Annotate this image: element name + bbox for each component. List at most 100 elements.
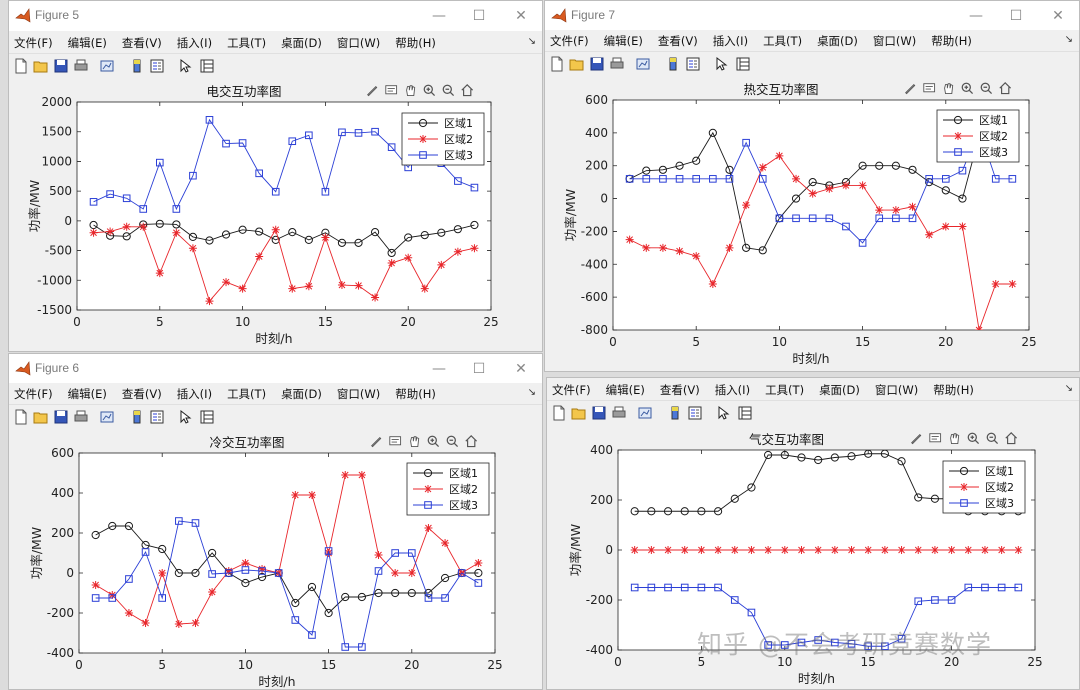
maximize-button[interactable]: ☐ [472, 8, 486, 24]
data-tip-icon[interactable] [389, 436, 402, 446]
link-plot-icon[interactable] [637, 405, 653, 421]
print-icon[interactable] [73, 58, 89, 74]
insert-colorbar-icon[interactable] [665, 56, 681, 72]
window-titlebar[interactable]: Figure 5 — ☐ ✕ [9, 1, 542, 31]
menu-item-2[interactable]: 查看(V) [121, 387, 162, 401]
menu-item-1[interactable]: 编辑(E) [67, 36, 107, 50]
menu-item-6[interactable]: 窗口(W) [336, 36, 381, 50]
data-tip-icon[interactable] [923, 83, 936, 93]
menu-item-5[interactable]: 桌面(D) [281, 387, 322, 401]
toolbar-dock-arrow-icon[interactable]: ↘ [1064, 34, 1073, 45]
save-icon[interactable] [589, 56, 605, 72]
menu-item-5[interactable]: 桌面(D) [817, 34, 858, 48]
zoom-out-icon[interactable] [986, 432, 999, 445]
menu-item-0[interactable]: 文件(F) [552, 383, 591, 397]
menu-item-5[interactable]: 桌面(D) [281, 36, 322, 50]
zoom-in-icon[interactable] [427, 435, 440, 448]
data-tip-icon[interactable] [929, 433, 942, 443]
insert-legend-icon[interactable] [149, 409, 165, 425]
menu-item-4[interactable]: 工具(T) [763, 34, 803, 48]
open-folder-icon[interactable] [571, 405, 587, 421]
menu-item-0[interactable]: 文件(F) [14, 36, 53, 50]
pointer-icon[interactable] [715, 405, 731, 421]
link-plot-icon[interactable] [99, 409, 115, 425]
close-button[interactable]: ✕ [1052, 8, 1064, 24]
legend[interactable]: 区域1 区域2 区域3 [401, 112, 485, 166]
toolbar-dock-arrow-icon[interactable]: ↘ [1064, 383, 1073, 394]
maximize-button[interactable]: ☐ [472, 361, 486, 377]
minimize-button[interactable]: — [432, 8, 446, 24]
brush-icon[interactable] [911, 433, 922, 445]
close-button[interactable]: ✕ [515, 361, 527, 377]
zoom-out-icon[interactable] [446, 435, 459, 448]
brush-icon[interactable] [371, 436, 382, 448]
home-icon[interactable] [465, 434, 478, 448]
home-icon[interactable] [461, 83, 474, 97]
new-file-icon[interactable] [551, 405, 567, 421]
pointer-icon[interactable] [177, 409, 193, 425]
insert-legend-icon[interactable] [149, 58, 165, 74]
menu-item-2[interactable]: 查看(V) [121, 36, 162, 50]
menu-item-2[interactable]: 查看(V) [659, 383, 700, 397]
new-file-icon[interactable] [13, 58, 29, 74]
maximize-button[interactable]: ☐ [1009, 8, 1023, 24]
menu-item-7[interactable]: 帮助(H) [933, 383, 974, 397]
save-icon[interactable] [53, 409, 69, 425]
print-icon[interactable] [73, 409, 89, 425]
pan-icon[interactable] [944, 83, 954, 95]
menu-item-1[interactable]: 编辑(E) [605, 383, 645, 397]
new-file-icon[interactable] [13, 409, 29, 425]
menu-item-4[interactable]: 工具(T) [227, 387, 267, 401]
menu-item-7[interactable]: 帮助(H) [931, 34, 972, 48]
minimize-button[interactable]: — [969, 8, 983, 24]
menu-item-3[interactable]: 插入(I) [714, 383, 751, 397]
menu-item-5[interactable]: 桌面(D) [819, 383, 860, 397]
menu-item-6[interactable]: 窗口(W) [872, 34, 917, 48]
menu-item-2[interactable]: 查看(V) [657, 34, 698, 48]
link-plot-icon[interactable] [635, 56, 651, 72]
property-inspector-icon[interactable] [737, 405, 753, 421]
link-plot-icon[interactable] [99, 58, 115, 74]
pan-icon[interactable] [410, 436, 420, 448]
minimize-button[interactable]: — [432, 361, 446, 377]
property-inspector-icon[interactable] [199, 58, 215, 74]
menu-item-3[interactable]: 插入(I) [176, 36, 213, 50]
zoom-in-icon[interactable] [967, 432, 980, 445]
toolbar-dock-arrow-icon[interactable]: ↘ [527, 387, 536, 398]
save-icon[interactable] [591, 405, 607, 421]
insert-legend-icon[interactable] [685, 56, 701, 72]
print-icon[interactable] [609, 56, 625, 72]
brush-icon[interactable] [367, 85, 378, 97]
brush-icon[interactable] [905, 83, 916, 95]
menu-item-7[interactable]: 帮助(H) [395, 36, 436, 50]
insert-colorbar-icon[interactable] [129, 58, 145, 74]
new-file-icon[interactable] [549, 56, 565, 72]
pan-icon[interactable] [950, 433, 960, 445]
menu-item-1[interactable]: 编辑(E) [603, 34, 643, 48]
window-titlebar[interactable]: Figure 7 — ☐ ✕ [545, 1, 1079, 31]
pointer-icon[interactable] [713, 56, 729, 72]
zoom-out-icon[interactable] [980, 82, 993, 95]
home-icon[interactable] [1005, 431, 1018, 445]
window-titlebar[interactable]: Figure 6 — ☐ ✕ [9, 354, 542, 384]
zoom-out-icon[interactable] [442, 84, 455, 97]
menu-item-4[interactable]: 工具(T) [765, 383, 805, 397]
legend[interactable]: 区域1 区域2 区域3 [936, 109, 1020, 163]
zoom-in-icon[interactable] [961, 82, 974, 95]
insert-colorbar-icon[interactable] [667, 405, 683, 421]
print-icon[interactable] [611, 405, 627, 421]
save-icon[interactable] [53, 58, 69, 74]
pan-icon[interactable] [406, 85, 416, 97]
data-tip-icon[interactable] [385, 85, 398, 95]
menu-item-0[interactable]: 文件(F) [550, 34, 589, 48]
open-folder-icon[interactable] [33, 409, 49, 425]
insert-colorbar-icon[interactable] [129, 409, 145, 425]
open-folder-icon[interactable] [569, 56, 585, 72]
home-icon[interactable] [999, 81, 1012, 95]
menu-item-0[interactable]: 文件(F) [14, 387, 53, 401]
menu-item-3[interactable]: 插入(I) [176, 387, 213, 401]
property-inspector-icon[interactable] [735, 56, 751, 72]
zoom-in-icon[interactable] [423, 84, 436, 97]
insert-legend-icon[interactable] [687, 405, 703, 421]
toolbar-dock-arrow-icon[interactable]: ↘ [527, 36, 536, 47]
